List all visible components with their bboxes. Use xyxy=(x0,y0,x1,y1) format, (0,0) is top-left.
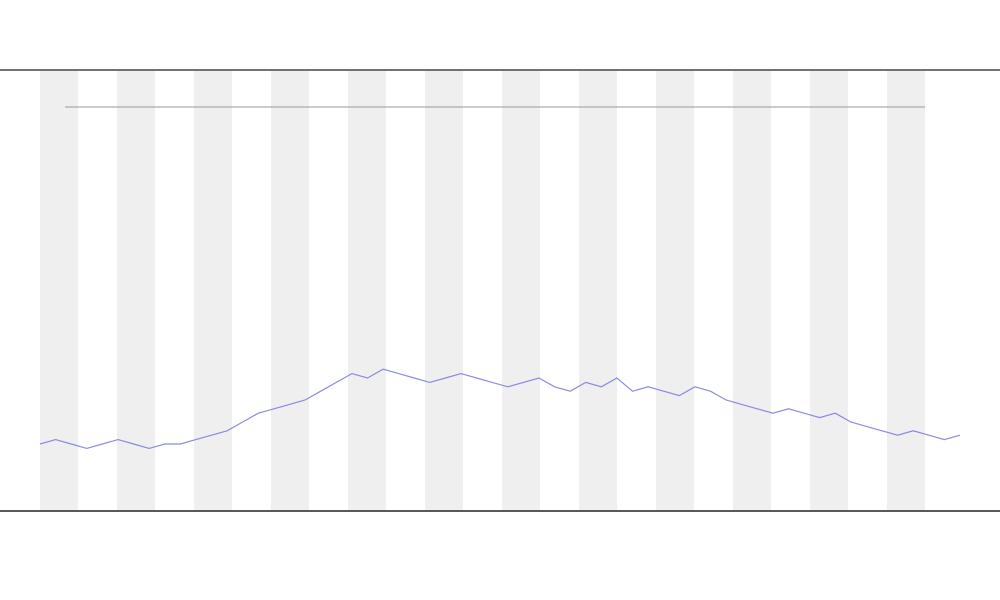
band xyxy=(348,71,386,510)
series-line xyxy=(39,368,961,450)
background-bands xyxy=(40,71,925,510)
band xyxy=(579,71,617,510)
band xyxy=(194,71,232,510)
band xyxy=(656,71,694,510)
band xyxy=(117,71,155,510)
band xyxy=(502,71,540,510)
band xyxy=(733,71,771,510)
band xyxy=(425,71,463,510)
band xyxy=(810,71,848,510)
band xyxy=(40,71,78,510)
band xyxy=(271,71,309,510)
band xyxy=(887,71,925,510)
